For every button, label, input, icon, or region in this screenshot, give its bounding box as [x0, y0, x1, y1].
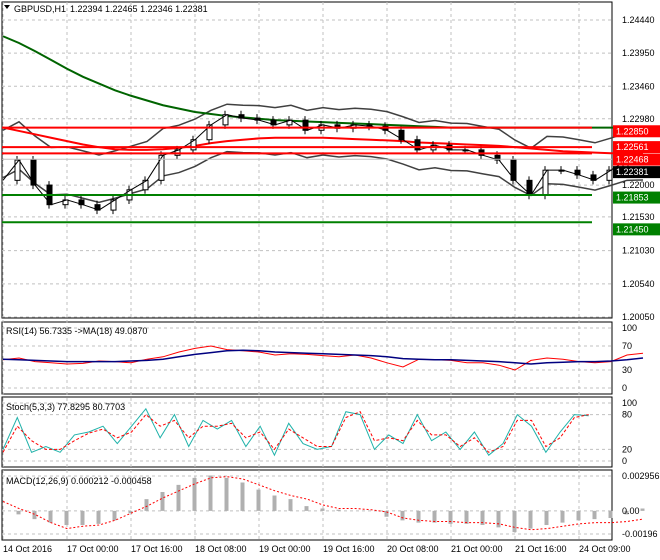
x-tick-label: 19 Oct 16:00	[323, 544, 375, 554]
current-price-bg	[613, 166, 660, 179]
stoch-main-line	[2, 407, 589, 457]
x-tick-label: 17 Oct 00:00	[67, 544, 119, 554]
x-tick-label: 19 Oct 00:00	[259, 544, 311, 554]
level-label: 1.22850	[616, 126, 649, 136]
candle-body	[606, 169, 613, 181]
x-tick-label: 21 Oct 00:00	[451, 544, 503, 554]
rsi-ma-line	[2, 349, 644, 365]
candle-body	[110, 199, 117, 211]
level-label-bg	[613, 191, 660, 204]
y-tick-label: 1.23460	[622, 81, 655, 91]
stoch-signal-line	[2, 411, 589, 453]
macd-title: MACD(12,26,9) 0.000212 -0.000458	[6, 476, 152, 486]
level-label-bg	[613, 141, 660, 154]
rsi-title: RSI(14) 56.7335 ->MA(18) 49.0870	[6, 326, 147, 336]
rsi-tick-label: 30	[622, 365, 632, 375]
rsi-tick-label: 70	[622, 341, 632, 351]
y-tick-label: 1.20540	[622, 279, 655, 289]
main-panel-frame	[1, 1, 613, 319]
candle-body	[190, 139, 197, 151]
grid	[2, 2, 612, 540]
level-label: 1.21450	[616, 224, 649, 234]
stoch-tick-label: 100	[622, 398, 637, 408]
candle-body	[14, 159, 21, 181]
macd-tick-label: 0.002956	[622, 471, 660, 481]
stoch-tick-label: 0	[622, 456, 627, 466]
stoch-tick-label: 20	[622, 444, 632, 454]
candle-body	[30, 159, 37, 186]
candle-body	[222, 114, 229, 126]
y-tick-label: 1.23950	[622, 48, 655, 58]
level-label: 1.22468	[616, 155, 649, 165]
level-label-bg	[613, 125, 660, 138]
candle-body	[142, 179, 149, 191]
candle-body	[398, 129, 405, 141]
y-tick-label: 1.24440	[622, 15, 655, 25]
x-tick-label: 18 Oct 08:00	[195, 544, 247, 554]
candle-body	[526, 179, 533, 196]
y-tick-label: 1.21530	[622, 212, 655, 222]
x-tick-label: 21 Oct 16:00	[515, 544, 567, 554]
current-price-label: 1.22381	[616, 167, 649, 177]
price-line	[2, 114, 644, 211]
level-label: 1.21853	[616, 193, 649, 203]
rsi-tick-label: 100	[622, 323, 637, 333]
macd-signal-line	[2, 476, 644, 531]
stoch-title: Stoch(5,3,3) 77.8295 80.7703	[6, 402, 125, 412]
ma-mid-line	[2, 126, 643, 155]
candle-body	[206, 124, 213, 141]
x-tick-label: 17 Oct 16:00	[131, 544, 183, 554]
level-label-bg	[613, 153, 660, 166]
bollinger-lower	[2, 150, 644, 204]
rsi-panel-frame	[1, 321, 613, 395]
chart-symbol-label: GBPUSD,H1	[14, 4, 66, 14]
rsi-tick-label: 0	[622, 383, 627, 393]
macd-tick-label: -0.00196	[622, 529, 658, 539]
level-label: 1.22561	[616, 142, 649, 152]
x-tick-label: 24 Oct 09:00	[579, 544, 631, 554]
macd-tick-label: 0.00	[622, 506, 640, 516]
y-tick-label: 1.21030	[622, 246, 655, 256]
stoch-tick-label: 80	[622, 410, 632, 420]
candle-body	[158, 154, 165, 181]
stoch-panel-frame	[1, 396, 613, 468]
chart-ohlc-readout: 1.22394 1.22465 1.22346 1.22381	[70, 4, 208, 14]
candle-body	[542, 169, 549, 196]
level-label-bg	[613, 223, 660, 236]
bollinger-upper	[2, 103, 644, 156]
dropdown-triangle-icon[interactable]	[4, 5, 10, 9]
y-tick-label: 1.22980	[622, 114, 655, 124]
macd-panel-frame	[1, 469, 613, 541]
x-tick-label: 14 Oct 2016	[3, 544, 52, 554]
y-tick-label: 1.20050	[622, 312, 655, 322]
candle-body	[302, 119, 309, 131]
x-tick-label: 20 Oct 08:00	[387, 544, 439, 554]
candle-body	[414, 139, 421, 151]
y-tick-label: 1.22000	[622, 180, 655, 190]
candle-body	[510, 159, 517, 181]
